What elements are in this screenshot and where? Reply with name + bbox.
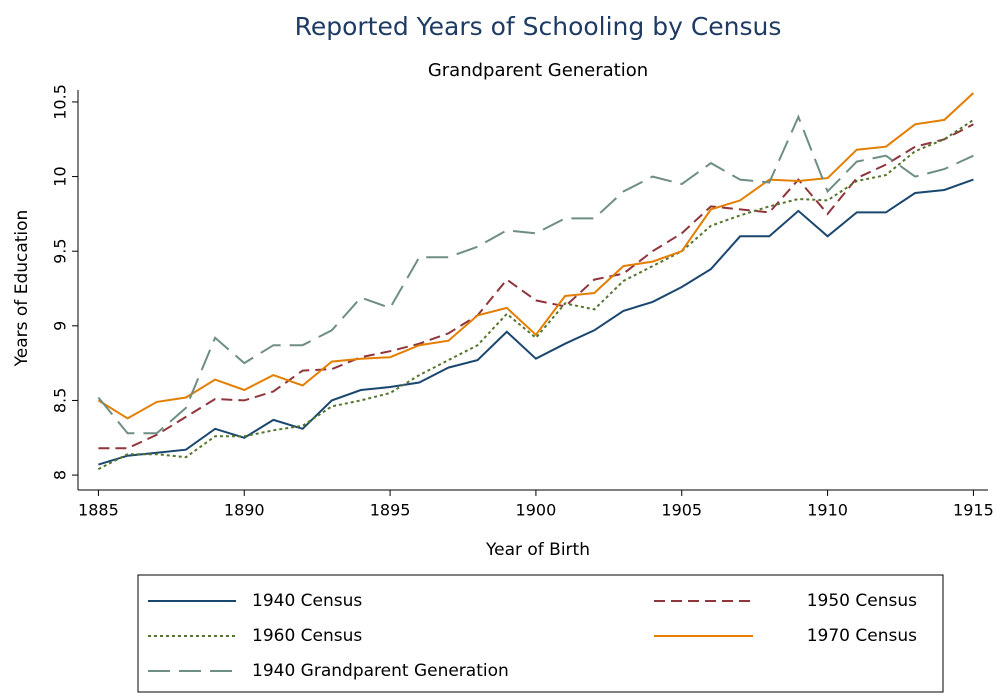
- y-axis-label: Years of Education: [12, 210, 32, 368]
- x-tick-label: 1905: [661, 501, 702, 520]
- legend-label: 1940 Census: [252, 591, 362, 611]
- x-tick-label: 1910: [807, 501, 848, 520]
- legend-box: [137, 574, 944, 693]
- legend-label: 1940 Grandparent Generation: [252, 661, 509, 681]
- legend-label: 1970 Census: [807, 626, 917, 646]
- series-line: [98, 123, 974, 450]
- y-tick-label: 9: [51, 321, 70, 331]
- y-tick-label: 8: [51, 470, 70, 480]
- chart-subtitle: Grandparent Generation: [428, 60, 648, 81]
- y-tick-label: 9.5: [51, 238, 70, 263]
- y-tick-label: 10: [51, 166, 70, 186]
- series-line: [98, 178, 974, 466]
- x-tick-label: 1900: [516, 501, 557, 520]
- x-tick-label: 1885: [78, 501, 119, 520]
- x-tick-label: 1895: [370, 501, 411, 520]
- x-tick-label: 1915: [953, 501, 994, 520]
- series-line: [97, 92, 975, 420]
- legend-label: 1960 Census: [252, 626, 362, 646]
- legend-label: 1950 Census: [807, 591, 917, 611]
- series-line: [97, 119, 974, 470]
- y-tick-label: 8.5: [51, 388, 70, 413]
- series-line: [97, 114, 974, 435]
- y-tick-label: 10.5: [51, 84, 70, 120]
- chart-title: Reported Years of Schooling by Census: [295, 12, 782, 41]
- x-tick-label: 1890: [224, 501, 265, 520]
- x-axis-label: Year of Birth: [485, 540, 590, 560]
